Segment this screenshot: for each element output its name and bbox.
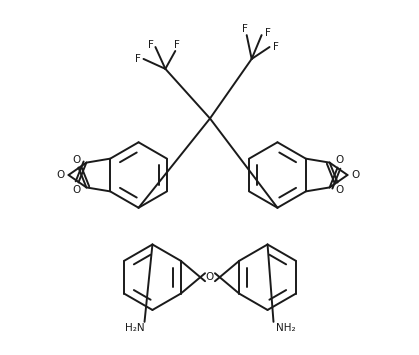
Text: F: F bbox=[242, 24, 248, 34]
Text: O: O bbox=[72, 185, 80, 195]
Text: O: O bbox=[206, 272, 214, 282]
Text: F: F bbox=[147, 40, 153, 50]
Text: F: F bbox=[265, 28, 271, 38]
Text: F: F bbox=[174, 40, 180, 50]
Text: O: O bbox=[336, 185, 344, 195]
Text: H₂N: H₂N bbox=[125, 323, 145, 333]
Text: F: F bbox=[272, 42, 278, 52]
Text: O: O bbox=[57, 170, 65, 180]
Text: O: O bbox=[351, 170, 360, 180]
Text: F: F bbox=[134, 54, 140, 64]
Text: O: O bbox=[336, 155, 344, 165]
Text: NH₂: NH₂ bbox=[276, 323, 295, 333]
Text: O: O bbox=[72, 155, 80, 165]
